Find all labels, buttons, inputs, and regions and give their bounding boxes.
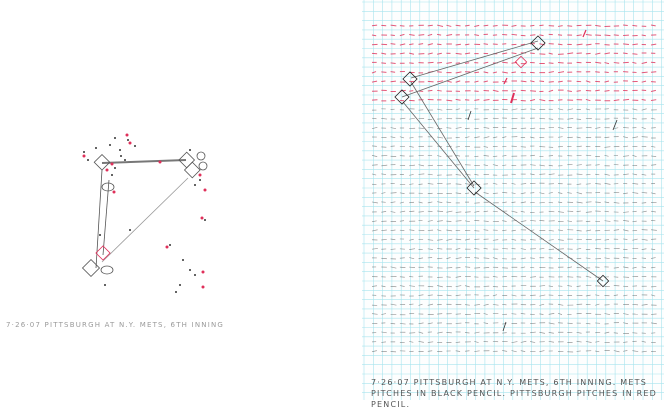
pitch-dash <box>465 63 469 64</box>
pitch-dot <box>119 149 121 151</box>
pitch-dot <box>114 167 116 169</box>
pitch-dash <box>428 90 433 91</box>
pitch-dot-red <box>159 161 162 164</box>
artwork-canvas <box>0 0 664 400</box>
pitch-dot <box>169 244 171 246</box>
pitch-dot <box>134 145 136 147</box>
pitch-dash <box>484 25 489 26</box>
pitch-dash <box>595 221 600 222</box>
pitch-dash <box>530 53 535 54</box>
pitch-dot <box>99 234 101 236</box>
pitch-dash <box>391 63 396 64</box>
pitch-dot <box>120 155 122 157</box>
pitch-dot-red <box>106 169 109 172</box>
pitch-dash <box>372 25 377 26</box>
pitch-dash <box>391 44 396 45</box>
pitch-dash <box>428 25 433 26</box>
pitch-dash <box>539 25 543 26</box>
pitch-dash <box>558 44 562 45</box>
pitch-dot-red <box>166 246 169 249</box>
pitch-dash <box>632 54 637 55</box>
pitch-dot <box>175 291 177 293</box>
pitch-dot-red <box>204 189 207 192</box>
pitch-dot <box>87 159 89 161</box>
pitch-dash <box>558 81 563 82</box>
pitch-dot <box>182 259 184 261</box>
pitch-dash <box>456 53 462 54</box>
pitch-dash <box>632 25 637 26</box>
pitch-dash <box>409 91 413 92</box>
pitch-dash <box>623 53 628 54</box>
pitch-dash <box>419 35 425 36</box>
pitch-dash <box>400 26 405 27</box>
pitch-dot <box>189 149 191 151</box>
pitch-dot <box>199 179 201 181</box>
pitch-dash <box>567 91 572 92</box>
pitch-dash <box>474 100 479 101</box>
pitch-dash <box>391 72 396 73</box>
pitch-dash <box>577 119 581 120</box>
pitch-dash <box>428 62 434 63</box>
pitch-dash <box>605 35 611 36</box>
pitch-dot <box>104 284 106 286</box>
pitch-dash <box>381 72 386 73</box>
pitch-dash <box>623 25 628 26</box>
pitch-dot <box>127 139 129 141</box>
pitch-dot <box>189 269 191 271</box>
pitch-dash <box>456 25 461 26</box>
pitch-dash <box>381 63 386 64</box>
pitch-dash <box>558 62 564 63</box>
pitch-dash <box>530 35 535 36</box>
pitch-dash <box>530 25 534 26</box>
pitch-dot <box>204 219 206 221</box>
pitch-dot-red <box>199 174 202 177</box>
pitch-dot <box>194 274 196 276</box>
pitch-dash <box>391 81 396 82</box>
pitch-dash <box>512 72 516 73</box>
pitch-dot-red <box>202 271 205 274</box>
left-paper <box>0 0 360 400</box>
pitch-dot-red <box>201 217 204 220</box>
pitch-dot-red <box>129 142 132 145</box>
pitch-dash <box>567 26 572 27</box>
pitch-dash <box>437 34 441 35</box>
pitch-dash <box>502 62 508 63</box>
pitch-dot-red <box>202 286 205 289</box>
pitch-dot-red <box>111 163 114 166</box>
pitch-dash <box>595 90 600 91</box>
pitch-dot <box>83 151 85 153</box>
pitch-dash <box>512 34 518 35</box>
pitch-dash <box>493 26 498 27</box>
right-caption: 7·26·07 Pittsburgh at N.Y. Mets, 6th inn… <box>371 377 661 410</box>
pitch-dot <box>129 229 131 231</box>
pitch-dash <box>651 72 656 73</box>
pitch-dash <box>577 91 581 92</box>
pitch-dash <box>512 53 517 54</box>
pitch-dash <box>642 72 648 73</box>
pitch-dash <box>474 72 479 73</box>
pitch-dash <box>549 82 554 83</box>
pitch-dot <box>114 137 116 139</box>
pitch-dot <box>111 174 113 176</box>
pitch-dot <box>179 284 181 286</box>
pitch-dot-red <box>126 134 129 137</box>
left-caption: 7·26·07 Pittsburgh at N.Y. Mets, 6th inn… <box>6 321 224 329</box>
pitch-dash <box>623 44 629 45</box>
pitch-dash <box>409 44 413 45</box>
pitch-dash <box>586 184 591 185</box>
pitch-dash <box>549 63 554 64</box>
pitch-dot <box>194 184 196 186</box>
pitch-dash <box>381 81 385 82</box>
pitch-dash <box>437 72 442 73</box>
pitch-dot <box>124 159 126 161</box>
pitch-dot <box>95 147 97 149</box>
pitch-dot-red <box>83 155 86 158</box>
pitch-dash <box>614 63 619 64</box>
pitch-dot <box>109 144 111 146</box>
pitch-dash <box>484 44 488 45</box>
pitch-dash <box>446 100 452 101</box>
pitch-dot-red <box>113 191 116 194</box>
pitch-dash <box>605 72 609 73</box>
